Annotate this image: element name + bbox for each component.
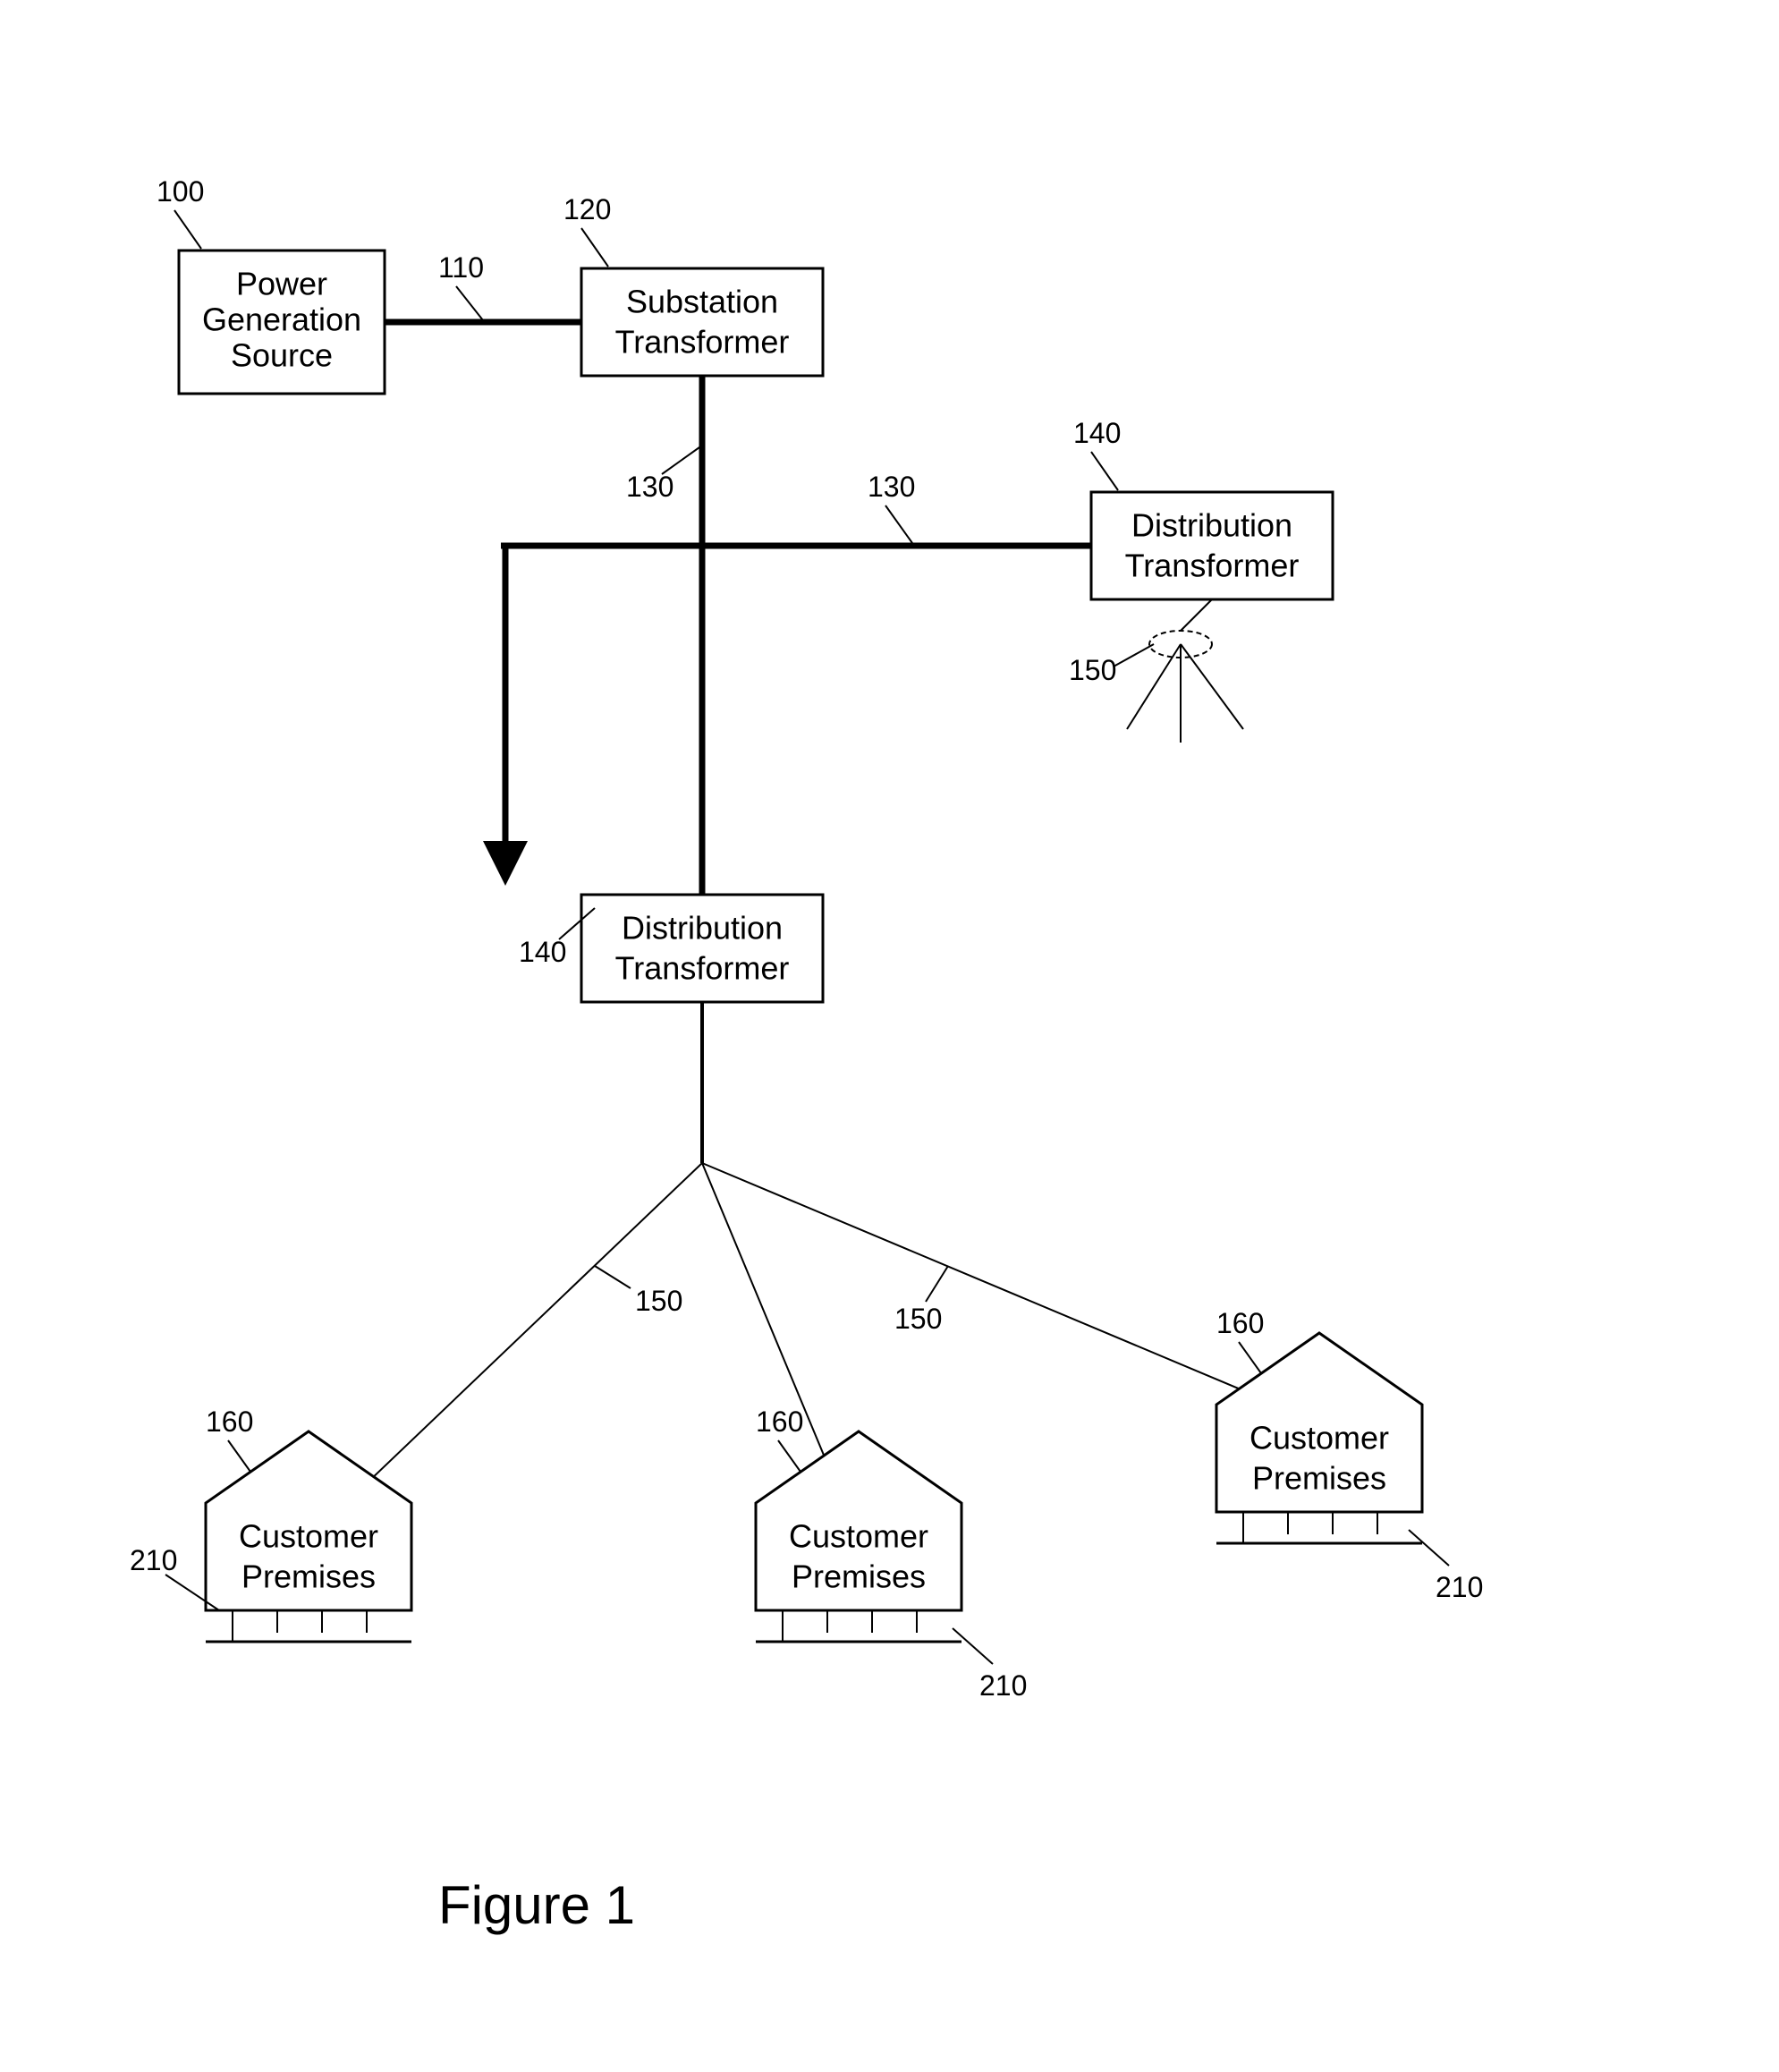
figure-label: Figure 1 — [438, 1875, 635, 1935]
cust-left-text2: Premises — [241, 1558, 376, 1595]
diagram-canvas: Power Generation Source 100 110 Substati… — [0, 0, 1779, 2072]
customer-right-node: Customer Premises 160 210 — [1216, 1307, 1483, 1603]
cust-left-text1: Customer — [239, 1518, 378, 1555]
cust-mid-text2: Premises — [792, 1558, 926, 1595]
ref-120: 120 — [563, 193, 611, 225]
dist-right-text1: Distribution — [1131, 507, 1292, 544]
ref-160-mid: 160 — [756, 1405, 803, 1438]
cust-right-text1: Customer — [1250, 1420, 1389, 1456]
substation-text1: Substation — [626, 284, 778, 320]
customer-left-node: Customer Premises 160 210 — [130, 1405, 411, 1642]
cust-right-text2: Premises — [1252, 1460, 1386, 1497]
dist-center-text1: Distribution — [622, 910, 783, 947]
ref-130b-leader — [885, 505, 912, 543]
ref-110: 110 — [438, 251, 484, 284]
ref-150c: 150 — [1069, 654, 1116, 686]
ref-210-mid: 210 — [979, 1669, 1027, 1702]
distribution-center-node: Distribution Transformer 140 — [519, 895, 823, 1002]
arrow-continuation-icon — [483, 546, 528, 886]
dist-right-text2: Transformer — [1125, 548, 1300, 584]
ref-140-right: 140 — [1073, 417, 1121, 449]
ref-130b: 130 — [868, 471, 915, 503]
power-gen-text3: Source — [231, 337, 333, 374]
ref-140-center: 140 — [519, 936, 566, 968]
ref-210-left: 210 — [130, 1544, 177, 1576]
customer-mid-node: Customer Premises 160 210 — [756, 1405, 1027, 1702]
ref-150b-leader — [926, 1266, 948, 1302]
dist-center-text2: Transformer — [615, 950, 790, 987]
ref-130a: 130 — [626, 471, 673, 503]
substation-node: Substation Transformer 120 — [563, 193, 823, 376]
ref-150-left: 150 — [635, 1285, 682, 1317]
cust-mid-text1: Customer — [789, 1518, 928, 1555]
substation-text2: Transformer — [615, 324, 790, 361]
antenna-connect — [1181, 599, 1212, 631]
power-gen-text1: Power — [236, 266, 327, 302]
ref-110-leader — [456, 286, 483, 320]
ref-160-right: 160 — [1216, 1307, 1264, 1339]
ref-150-right: 150 — [894, 1303, 942, 1335]
ref-160-left: 160 — [206, 1405, 253, 1438]
ref-100: 100 — [157, 175, 204, 208]
distribution-right-node: Distribution Transformer 140 — [1073, 417, 1333, 599]
ref-150a-leader — [595, 1266, 631, 1288]
ref-210-right: 210 — [1436, 1571, 1483, 1603]
fanout-icon: 150 — [1069, 631, 1243, 743]
power-generation-node: Power Generation Source 100 — [157, 175, 385, 394]
power-gen-text2: Generation — [202, 301, 361, 338]
